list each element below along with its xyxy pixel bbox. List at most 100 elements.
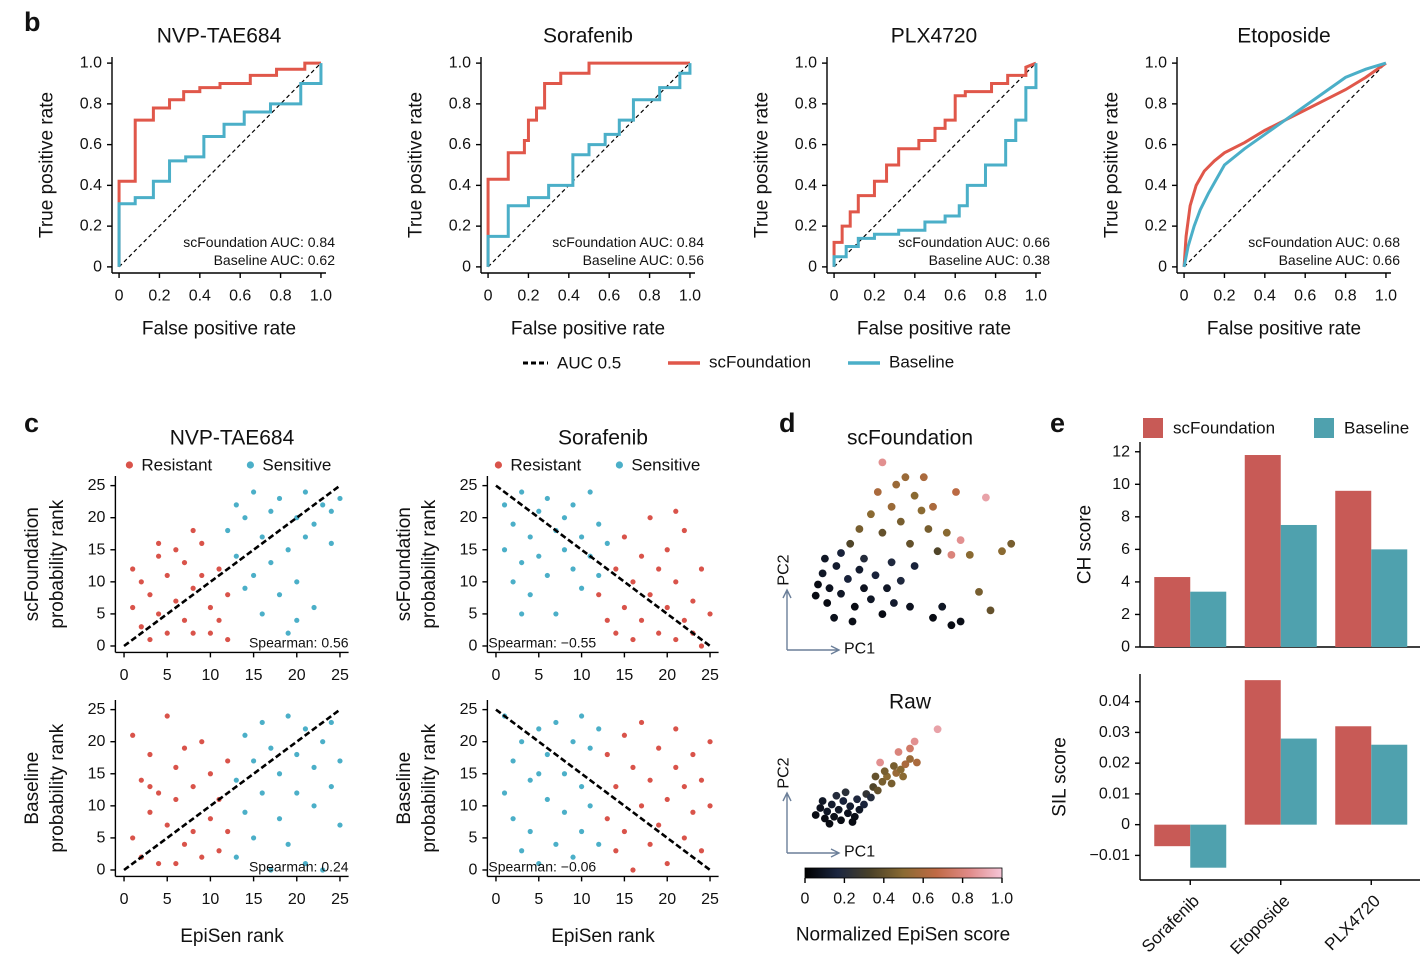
cell-point xyxy=(846,802,855,811)
rank-point xyxy=(285,713,291,719)
y-tick-label: 0.01 xyxy=(1099,785,1130,802)
rank-point xyxy=(681,835,687,841)
rank-point xyxy=(527,777,533,783)
reference-line xyxy=(495,484,711,648)
rank-point xyxy=(613,783,619,790)
cell-point xyxy=(873,786,882,795)
rank-point xyxy=(596,841,602,847)
rank-point xyxy=(561,809,568,815)
cell-point xyxy=(823,807,832,816)
rank-point xyxy=(553,611,559,617)
x-axis-label: False positive rate xyxy=(142,319,296,340)
cell-point xyxy=(832,791,841,800)
x-tick-label: Etoposide xyxy=(1227,891,1294,958)
rank-point xyxy=(233,777,239,783)
rank-point xyxy=(225,592,231,598)
cell-point xyxy=(910,562,919,570)
rank-point xyxy=(155,553,162,559)
rank-point xyxy=(173,796,179,803)
rank-point xyxy=(681,527,687,534)
x-axis-label: EpiSen rank xyxy=(180,926,284,947)
cell-point xyxy=(965,551,974,559)
rank-point xyxy=(510,816,516,822)
cell-point xyxy=(1007,539,1016,548)
x-tick-label: 0 xyxy=(830,288,839,305)
y-tick-label: 0 xyxy=(96,861,105,878)
rank-point xyxy=(285,841,291,847)
rank-point xyxy=(587,745,593,751)
y-tick-label: 0.4 xyxy=(80,177,102,194)
rank-point xyxy=(630,867,636,873)
rank-point xyxy=(276,816,283,822)
rank-point xyxy=(173,547,179,553)
cell-point xyxy=(814,580,822,589)
cell-point xyxy=(837,549,845,557)
y-tick-label: 15 xyxy=(460,541,478,558)
rank-point xyxy=(207,604,214,611)
y-tick-label: 2 xyxy=(1121,606,1130,623)
cell-point xyxy=(947,551,956,559)
rank-point xyxy=(561,547,568,553)
rank-point xyxy=(302,489,309,495)
cell-point xyxy=(841,788,850,797)
rank-point xyxy=(527,592,533,598)
rank-point xyxy=(613,630,619,636)
chart-title: Etoposide xyxy=(1237,25,1330,48)
y-axis-label: PC2 xyxy=(776,554,793,585)
rank-point xyxy=(536,508,542,514)
x-tick-label: 0.6 xyxy=(229,288,251,305)
rank-point xyxy=(596,521,602,527)
rank-point xyxy=(216,617,222,623)
x-tick-label: 10 xyxy=(202,891,220,908)
cell-point xyxy=(878,458,887,467)
rank-point xyxy=(681,783,687,790)
rank-point xyxy=(519,489,525,495)
rank-point xyxy=(328,783,334,790)
rank-point xyxy=(664,547,670,553)
rank-point xyxy=(216,566,222,572)
cell-point xyxy=(910,491,919,500)
x-tick-label: Sorafenib xyxy=(1138,891,1203,956)
panel-label: b xyxy=(24,7,41,37)
y-tick-label: 0.6 xyxy=(449,136,471,153)
bar xyxy=(1154,824,1191,847)
rank-point xyxy=(259,611,265,617)
rank-point xyxy=(147,809,153,815)
rank-point xyxy=(570,502,576,508)
chart-title: Raw xyxy=(889,691,932,714)
cell-point xyxy=(986,606,995,615)
bar xyxy=(1371,549,1408,647)
reference-line xyxy=(123,484,341,648)
rank-point xyxy=(519,559,525,566)
x-tick-label: 1.0 xyxy=(1025,288,1047,305)
rank-point xyxy=(638,719,645,726)
legend-marker xyxy=(615,461,624,469)
cell-point xyxy=(811,811,820,819)
y-tick-label: 0 xyxy=(93,258,102,275)
x-tick-label: 0 xyxy=(120,667,129,684)
spearman-annotation: Spearman: 0.56 xyxy=(249,634,349,650)
x-tick-label: 0.8 xyxy=(269,288,291,305)
y-axis-label: probability rank xyxy=(419,499,440,628)
y-tick-label: 20 xyxy=(88,733,106,750)
auc-annotation: scFoundation AUC: 0.68 xyxy=(1248,234,1400,250)
y-axis-label: Baseline xyxy=(394,752,415,825)
y-tick-label: 15 xyxy=(88,765,106,782)
cell-point xyxy=(906,539,914,548)
cell-point xyxy=(894,748,903,756)
rank-point xyxy=(337,758,343,764)
rank-point xyxy=(199,540,205,546)
rank-point xyxy=(519,611,525,617)
rank-point xyxy=(311,803,317,809)
spearman-annotation: Spearman: −0.55 xyxy=(488,634,596,650)
x-tick-label: 0.8 xyxy=(1334,288,1356,305)
rank-point xyxy=(268,559,274,566)
rank-point xyxy=(596,726,602,732)
reference-line xyxy=(118,62,322,268)
rank-point xyxy=(647,841,653,847)
rank-point xyxy=(570,854,576,860)
chart-title: Sorafenib xyxy=(543,25,633,48)
cell-point xyxy=(832,562,841,570)
